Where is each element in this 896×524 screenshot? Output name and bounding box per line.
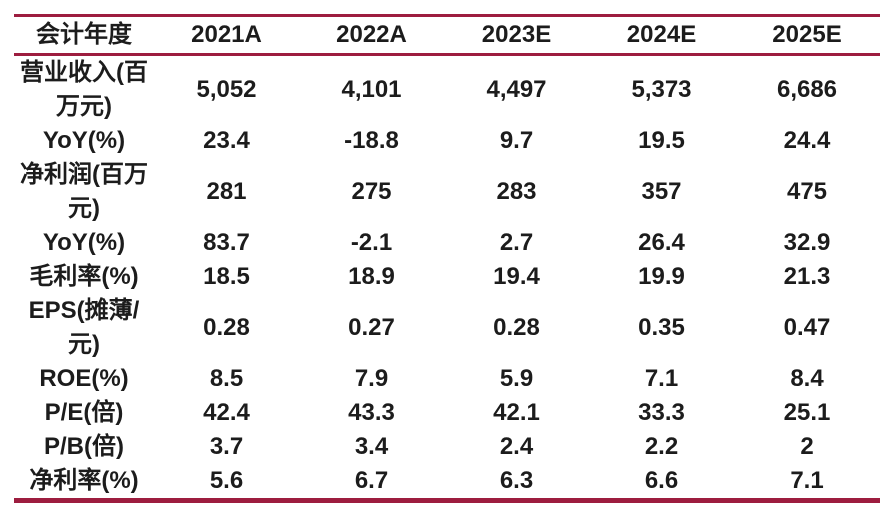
- value-cell: 3.4: [354, 433, 389, 460]
- table-row-gross-margin: 毛利率(%) 18.5 18.9 19.4 19.9 21.3: [14, 260, 880, 294]
- page: 会计年度 2021A 2022A 2023E 2024E 2025E 营业收入(…: [0, 14, 896, 524]
- row-label-roe: ROE(%): [39, 365, 129, 392]
- row-label-revenue-yoy: YoY(%): [42, 127, 126, 154]
- header-2024e: 2024E: [589, 15, 734, 56]
- value-cell: 26.4: [638, 229, 685, 256]
- row-label-pe: P/E(倍): [44, 399, 124, 426]
- value-cell: 357: [641, 178, 682, 205]
- value-cell: 8.5: [209, 365, 244, 392]
- value-cell: 0.47: [783, 314, 831, 341]
- value-cell: 2.2: [644, 433, 679, 460]
- value-cell: 283: [496, 178, 537, 205]
- value-cell: 7.1: [644, 365, 679, 392]
- value-cell: 42.1: [493, 399, 540, 426]
- table-row-revenue: 营业收入(百 万元) 5,052 4,101 4,497 5,373 6,686: [14, 55, 880, 125]
- value-cell: 9.7: [499, 127, 534, 154]
- value-cell: 23.4: [203, 127, 250, 154]
- value-cell: 6.3: [499, 467, 534, 494]
- value-cell: 5,373: [631, 76, 692, 103]
- value-cell: 0.35: [638, 314, 685, 341]
- header-row: 会计年度 2021A 2022A 2023E 2024E 2025E: [14, 15, 880, 56]
- value-cell: 475: [786, 178, 828, 205]
- header-2023e: 2023E: [444, 15, 589, 56]
- value-cell: 7.1: [790, 467, 824, 494]
- value-cell: 21.3: [783, 263, 831, 290]
- row-label-gross-margin: 毛利率(%): [29, 263, 139, 290]
- value-cell: 19.5: [638, 127, 685, 154]
- table-row-roe: ROE(%) 8.5 7.9 5.9 7.1 8.4: [14, 362, 880, 396]
- value-cell: 43.3: [348, 399, 395, 426]
- value-cell: -18.8: [344, 127, 399, 154]
- value-cell: -2.1: [350, 229, 393, 256]
- row-label-pb: P/B(倍): [44, 433, 124, 460]
- row-label-net-profit-yoy: YoY(%): [42, 229, 126, 256]
- value-cell: 5.6: [209, 467, 244, 494]
- header-2021a: 2021A: [154, 15, 299, 56]
- table-row-net-profit-yoy: YoY(%) 83.7 -2.1 2.7 26.4 32.9: [14, 226, 880, 260]
- table-row-pe: P/E(倍) 42.4 43.3 42.1 33.3 25.1: [14, 396, 880, 430]
- value-cell: 4,497: [486, 76, 547, 103]
- value-cell: 7.9: [354, 365, 389, 392]
- row-label-net-profit: 净利润(百万 元): [20, 161, 148, 222]
- value-cell: 18.9: [348, 263, 395, 290]
- value-cell: 5,052: [196, 76, 257, 103]
- value-cell: 18.5: [203, 263, 250, 290]
- row-label-eps: EPS(摊薄/ 元): [28, 297, 140, 358]
- value-cell: 33.3: [638, 399, 685, 426]
- value-cell: 8.4: [790, 365, 824, 392]
- value-cell: 4,101: [341, 76, 402, 103]
- table-row-eps: EPS(摊薄/ 元) 0.28 0.27 0.28 0.35 0.47: [14, 294, 880, 362]
- value-cell: 0.28: [493, 314, 540, 341]
- value-cell: 19.4: [493, 263, 540, 290]
- value-cell: 6,686: [776, 76, 838, 103]
- value-cell: 275: [351, 178, 392, 205]
- value-cell: 83.7: [203, 229, 250, 256]
- value-cell: 2: [800, 433, 814, 460]
- value-cell: 42.4: [203, 399, 250, 426]
- header-2022a: 2022A: [299, 15, 444, 56]
- table-row-net-profit: 净利润(百万 元) 281 275 283 357 475: [14, 158, 880, 226]
- value-cell: 6.6: [644, 467, 679, 494]
- value-cell: 2.7: [499, 229, 534, 256]
- value-cell: 0.27: [348, 314, 395, 341]
- value-cell: 6.7: [354, 467, 389, 494]
- row-label-revenue: 营业收入(百 万元): [20, 59, 148, 120]
- value-cell: 25.1: [783, 399, 831, 426]
- table-row-revenue-yoy: YoY(%) 23.4 -18.8 9.7 19.5 24.4: [14, 124, 880, 158]
- value-cell: 32.9: [783, 229, 831, 256]
- row-label-net-margin: 净利率(%): [29, 467, 139, 494]
- table-row-net-margin: 净利率(%) 5.6 6.7 6.3 6.6 7.1: [14, 464, 880, 501]
- value-cell: 19.9: [638, 263, 685, 290]
- value-cell: 3.7: [209, 433, 244, 460]
- header-2025e: 2025E: [734, 15, 880, 56]
- value-cell: 0.28: [203, 314, 250, 341]
- header-fiscal-year: 会计年度: [14, 15, 154, 56]
- value-cell: 2.4: [499, 433, 534, 460]
- value-cell: 281: [206, 178, 247, 205]
- value-cell: 24.4: [783, 127, 831, 154]
- financial-summary-table: 会计年度 2021A 2022A 2023E 2024E 2025E 营业收入(…: [14, 14, 880, 503]
- table-row-pb: P/B(倍) 3.7 3.4 2.4 2.2 2: [14, 430, 880, 464]
- value-cell: 5.9: [499, 365, 534, 392]
